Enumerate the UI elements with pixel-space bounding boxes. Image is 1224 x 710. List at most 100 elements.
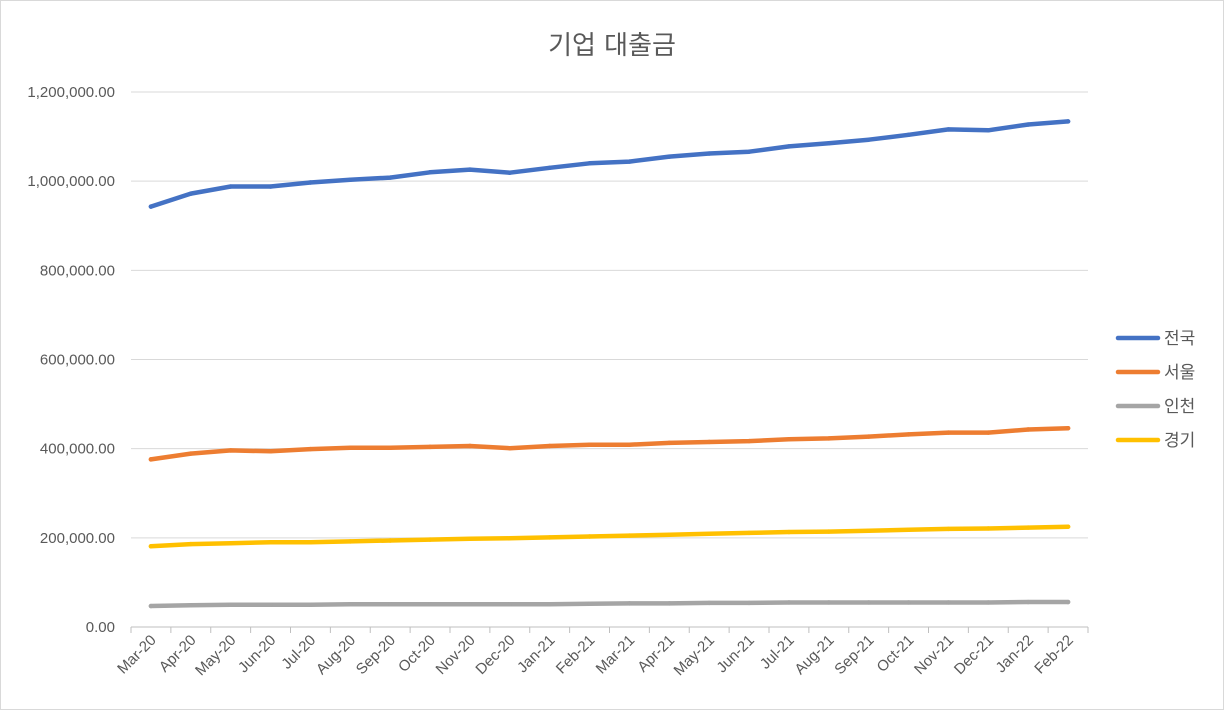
data-point [587, 534, 592, 539]
data-point [746, 438, 752, 444]
data-point [387, 538, 393, 543]
x-tick-label: Feb-21 [553, 632, 599, 678]
y-tick-label: 600,000.00 [40, 352, 115, 369]
x-axis: Mar-20Apr-20May-20Jun-20Jul-20Aug-20Sep-… [114, 626, 1089, 679]
data-point [507, 602, 513, 607]
data-point [1025, 122, 1031, 127]
data-point [906, 132, 911, 137]
data-point [826, 600, 832, 605]
data-point [627, 601, 632, 606]
data-point [866, 137, 871, 142]
legend-item: 서울 [1115, 363, 1195, 383]
data-point [148, 204, 154, 209]
data-point [467, 167, 473, 172]
y-tick-label: 1,200,000.00 [27, 84, 115, 101]
data-point [906, 600, 911, 605]
data-point [866, 528, 871, 533]
data-point [786, 144, 792, 149]
legend-item: 경기 [1115, 431, 1195, 451]
data-point [188, 451, 194, 456]
series-line [148, 119, 1071, 209]
data-point [906, 527, 911, 533]
data-point [906, 432, 911, 437]
data-point [786, 529, 792, 535]
data-point [188, 541, 194, 547]
data-point [986, 430, 991, 435]
data-point [387, 445, 393, 450]
data-point [228, 448, 233, 453]
data-point [228, 540, 233, 546]
data-point [667, 601, 672, 606]
x-tick-label: Oct-21 [874, 632, 918, 676]
data-point [387, 602, 393, 607]
data-point [268, 184, 273, 189]
data-point [946, 526, 951, 532]
series-lines [148, 119, 1071, 609]
chart-title: 기업 대출금 [548, 31, 676, 61]
legend-label: 전국 [1164, 329, 1195, 349]
data-point [706, 531, 712, 537]
data-point [627, 442, 632, 447]
data-point [746, 600, 752, 606]
data-point [148, 457, 154, 462]
y-tick-label: 0.00 [86, 619, 115, 636]
data-point [986, 526, 991, 531]
data-point [348, 445, 353, 450]
data-point [188, 602, 194, 608]
y-tick-label: 400,000.00 [40, 441, 115, 458]
data-point [1065, 524, 1071, 529]
data-point [427, 602, 433, 607]
x-tick-label: Jun-21 [713, 632, 757, 676]
y-tick-label: 800,000.00 [40, 262, 115, 279]
data-point [268, 602, 273, 607]
data-point [228, 184, 233, 189]
x-tick-label: Dec-21 [951, 632, 997, 678]
data-point [986, 600, 991, 605]
data-point [866, 434, 871, 439]
legend-label: 인천 [1164, 397, 1195, 417]
data-point [148, 603, 154, 609]
x-tick-label: Sep-21 [831, 632, 877, 678]
data-point [148, 544, 154, 549]
data-point [946, 127, 951, 132]
data-point [427, 444, 433, 450]
x-tick-label: Aug-20 [313, 632, 359, 678]
series-line [148, 599, 1071, 609]
data-point [1025, 427, 1031, 432]
data-point [746, 149, 752, 154]
legend-item: 전국 [1115, 329, 1195, 349]
data-point [667, 440, 672, 446]
data-point [587, 161, 592, 166]
data-point [1065, 599, 1071, 605]
data-point [706, 439, 712, 445]
data-point [786, 437, 792, 442]
data-point [706, 600, 712, 606]
data-point [786, 600, 792, 605]
data-point [547, 443, 552, 449]
data-point [826, 141, 832, 146]
data-point [308, 180, 313, 185]
data-point [308, 602, 313, 607]
data-point [348, 539, 353, 544]
y-tick-label: 200,000.00 [40, 530, 115, 547]
x-tick-label: May-21 [671, 632, 718, 679]
x-tick-label: Dec-20 [472, 632, 518, 678]
data-point [627, 533, 632, 538]
data-point [826, 529, 832, 534]
x-tick-label: Jan-21 [514, 632, 558, 676]
x-tick-label: Sep-20 [353, 632, 399, 678]
data-point [866, 600, 871, 605]
data-point [587, 442, 592, 447]
data-point [467, 536, 473, 541]
x-tick-label: Feb-22 [1031, 632, 1077, 678]
x-tick-label: Jan-22 [993, 632, 1037, 676]
x-tick-label: Oct-20 [395, 632, 439, 676]
data-point [746, 530, 752, 536]
x-tick-label: May-20 [192, 632, 239, 679]
data-point [507, 446, 513, 451]
legend-label: 경기 [1164, 431, 1195, 451]
data-point [188, 191, 194, 196]
gridlines [131, 91, 1088, 539]
data-point [308, 540, 313, 545]
